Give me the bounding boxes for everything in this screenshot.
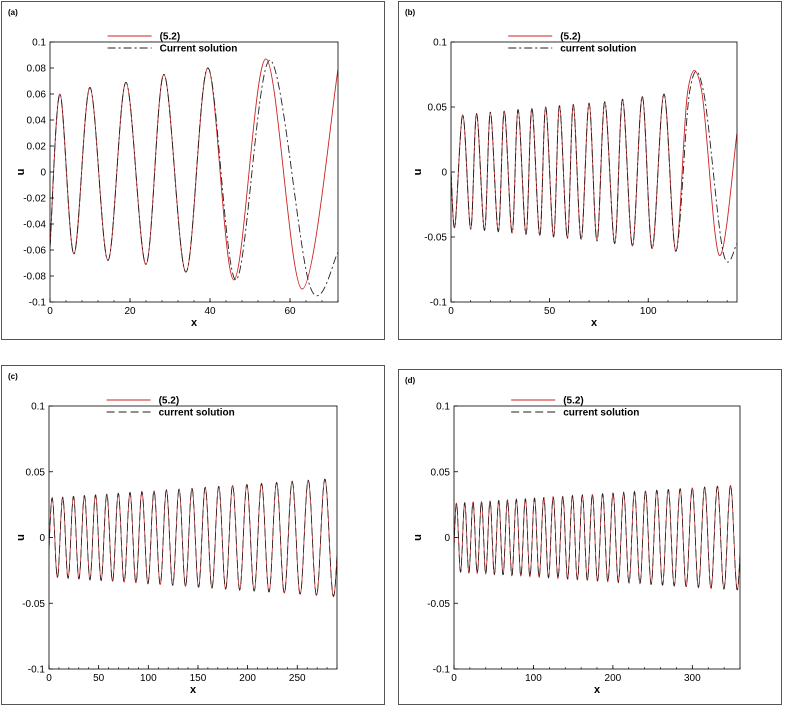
chart-panel-c: (c) 0.1 0.05 0 -0.05 -0.1 0 50 100 150 200 250 x u (5… [1,365,385,705]
y-tick-label: 0 [441,168,447,179]
panel-label-d: (d) [405,376,416,385]
x-tick-label: 40 [204,306,216,317]
x-tick-label: 100 [640,306,657,317]
panel-label-a: (a) [8,8,18,17]
x-tick-label: 100 [525,673,542,684]
x-tick-label: 0 [47,306,53,317]
y-tick-label: 0.05 [431,467,451,478]
y-tick-label: 0.06 [27,90,47,101]
legend-label-0: (5.2) [159,396,180,407]
y-tick-label: -0.1 [433,665,451,676]
legend-label-0: (5.2) [560,32,581,43]
y-tick-label: -0.05 [22,599,45,610]
x-tick-label: 300 [684,673,701,684]
y-tick-label: -0.1 [430,298,448,309]
legend-label-1: current solution [159,408,235,419]
x-tick-label: 200 [605,673,622,684]
y-tick-label: -0.02 [23,194,46,205]
x-tick-label: 0 [451,673,457,684]
chart-c: 0.10.050-0.05-0.10 50 100 150 200 250xu(5.2)c… [15,396,338,696]
x-tick-label: 200 [239,673,256,684]
y-tick-label: 0.02 [27,142,47,153]
legend-label-0: (5.2) [160,32,181,43]
y-tick-label: -0.1 [29,298,47,309]
chart-panel-b: (b) 0.1 0.05 0 -0.05 -0.1 0 50 100 x u (5.2) curren… [398,1,782,340]
x-tick-label: 0 [46,673,52,684]
y-tick-label: -0.1 [28,665,46,676]
y-tick-label: 0.1 [436,402,450,413]
y-axis-label: u [15,534,27,541]
panel-label-b: (b) [405,8,416,17]
y-tick-label: -0.08 [23,272,46,283]
y-tick-label: -0.05 [424,233,447,244]
series-line-1 [50,59,338,297]
series-line-0 [451,69,737,256]
panel-label-c: (c) [8,372,18,381]
y-tick-label: -0.04 [23,220,46,231]
y-axis-label: u [412,534,424,541]
legend-label-1: Current solution [160,44,238,55]
plot-frame [48,405,338,670]
series-line-1 [49,478,337,598]
legend-label-1: current solution [563,408,639,419]
x-tick-label: 0 [448,306,454,317]
x-tick-label: 50 [544,306,556,317]
x-tick-label: 50 [93,673,105,684]
x-axis-label: x [594,684,601,696]
y-tick-label: 0 [39,533,45,544]
y-tick-label: 0.05 [428,103,448,114]
y-axis-label: u [412,169,424,176]
y-tick-label: 0 [444,533,450,544]
x-tick-label: 100 [140,673,157,684]
y-tick-label: -0.06 [23,246,46,257]
chart-panel-a: (a) 0.1 0.08 0.06 0.04 0.02 0 -0.02 -0.04 -0.06 -… [1,1,385,340]
x-tick-label: 60 [284,306,296,317]
chart-panel-d: (d) 0.1 0.05 0 -0.05 -0.1 0 100 200 300 x u (5.2) cu… [398,369,782,705]
series-line-0 [50,58,338,290]
y-tick-label: 0.1 [433,38,447,49]
chart-d: 0.10.050-0.05-0.10 100 200 300xu(5.2)curren… [412,396,741,696]
series-line-1 [451,70,737,263]
y-tick-label: 0.1 [31,402,45,413]
legend-label-1: current solution [560,44,636,55]
x-tick-label: 20 [124,306,136,317]
x-tick-label: 250 [289,673,306,684]
y-tick-label: 0.05 [26,467,46,478]
x-axis-label: x [591,317,598,329]
y-tick-label: 0 [40,168,46,179]
y-tick-label: -0.05 [427,599,450,610]
x-tick-label: 150 [190,673,207,684]
series-line-1 [454,484,740,591]
y-tick-label: 0.04 [27,116,47,127]
y-tick-label: 0.1 [32,38,46,49]
y-axis-label: u [15,169,27,176]
y-tick-label: 0.08 [27,64,47,75]
chart-a: 0.1 0.08 0.06 0.04 0.02 0 -0.02 -0.04 -0.06 -0.08… [15,32,339,329]
legend-label-0: (5.2) [563,396,584,407]
x-axis-label: x [191,317,198,329]
x-axis-label: x [190,684,197,696]
